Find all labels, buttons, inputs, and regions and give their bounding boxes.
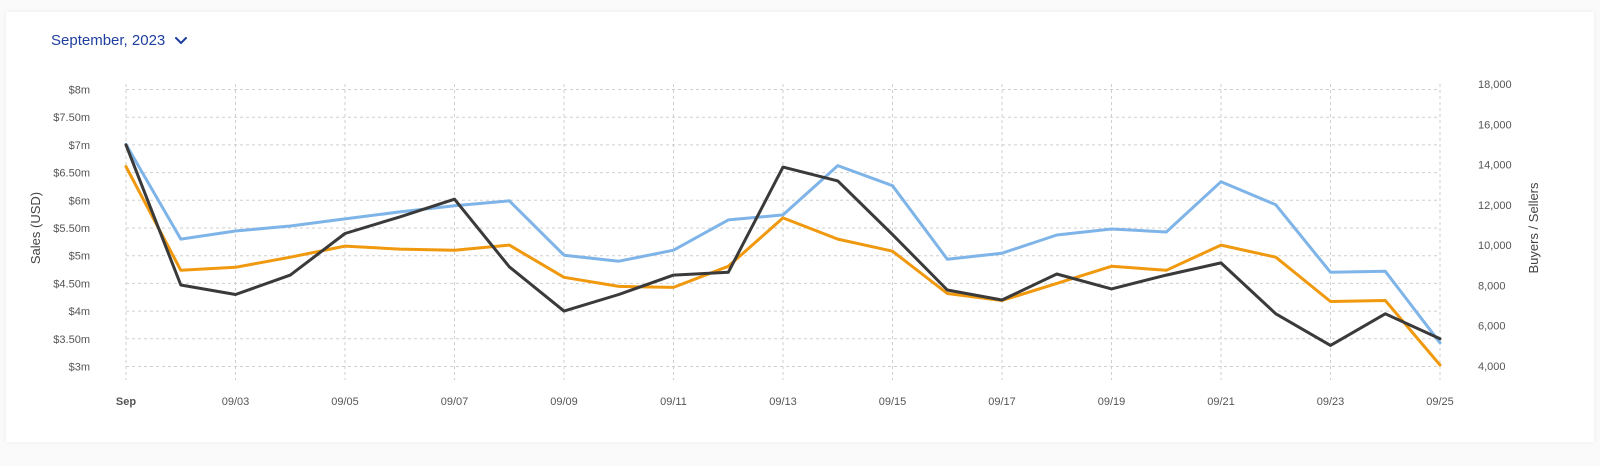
x-tick-label: 09/05 xyxy=(331,396,359,408)
x-tick-label: 09/11 xyxy=(660,396,687,408)
y-left-tick-label: $4.50m xyxy=(53,278,90,290)
period-selector[interactable]: September, 2023 xyxy=(51,32,188,49)
y-right-tick-label: 10,000 xyxy=(1478,240,1512,252)
series-line xyxy=(124,165,1442,367)
y-left-tick-label: $6.50m xyxy=(53,168,90,180)
y-right-tick-label: 12,000 xyxy=(1478,200,1512,212)
series-line xyxy=(124,143,1442,347)
y-left-tick-label: $3.50m xyxy=(53,334,90,346)
y-left-tick-label: $7m xyxy=(69,140,90,152)
x-tick-label: 09/03 xyxy=(222,396,250,408)
x-tick-label: 09/13 xyxy=(769,396,797,408)
x-tick-label: 09/09 xyxy=(550,396,578,408)
y-left-tick-label: $5.50m xyxy=(53,223,90,235)
series-line xyxy=(124,142,1442,345)
x-tick-label: 09/17 xyxy=(988,396,1016,408)
x-tick-label: 09/21 xyxy=(1207,396,1235,408)
line-chart: $3m $3.50m $4m $4.50m $5m $5.50m $6m $6.50m $7m $… xyxy=(28,79,1541,408)
y-left-tick-label: $8m xyxy=(69,85,90,97)
y-right-tick-label: 18,000 xyxy=(1478,79,1512,91)
period-selector-label: September, 2023 xyxy=(51,32,166,49)
y-left-tick-label: $6m xyxy=(69,195,90,207)
y-right-tick-label: 6,000 xyxy=(1478,321,1506,333)
chevron-down-icon xyxy=(175,36,188,44)
y-left-tick-label: $4m xyxy=(69,306,90,318)
y-left-tick-label: $5m xyxy=(69,251,90,263)
y-left-tick-label: $7.50m xyxy=(53,112,90,124)
x-tick-label: 09/19 xyxy=(1098,396,1126,408)
x-tick-label: 09/07 xyxy=(441,396,469,408)
x-tick-label: Sep xyxy=(116,396,136,408)
y-right-tick-label: 4,000 xyxy=(1478,361,1506,373)
y-right-tick-label: 14,000 xyxy=(1478,160,1512,172)
x-tick-label: 09/25 xyxy=(1426,396,1454,408)
y-right-tick-label: 16,000 xyxy=(1478,119,1512,131)
x-tick-label: 09/23 xyxy=(1317,396,1345,408)
y-right-tick-label: 8,000 xyxy=(1478,280,1506,292)
y-left-tick-label: $3m xyxy=(69,361,90,373)
sales-chart-card: September, 2023 $3m $3.50m $4m $4.50m $5m $5.… xyxy=(6,12,1594,442)
y-right-axis-title: Buyers / Sellers xyxy=(1526,182,1541,274)
y-left-axis-title: Sales (USD) xyxy=(28,192,43,264)
x-tick-label: 09/15 xyxy=(879,396,907,408)
